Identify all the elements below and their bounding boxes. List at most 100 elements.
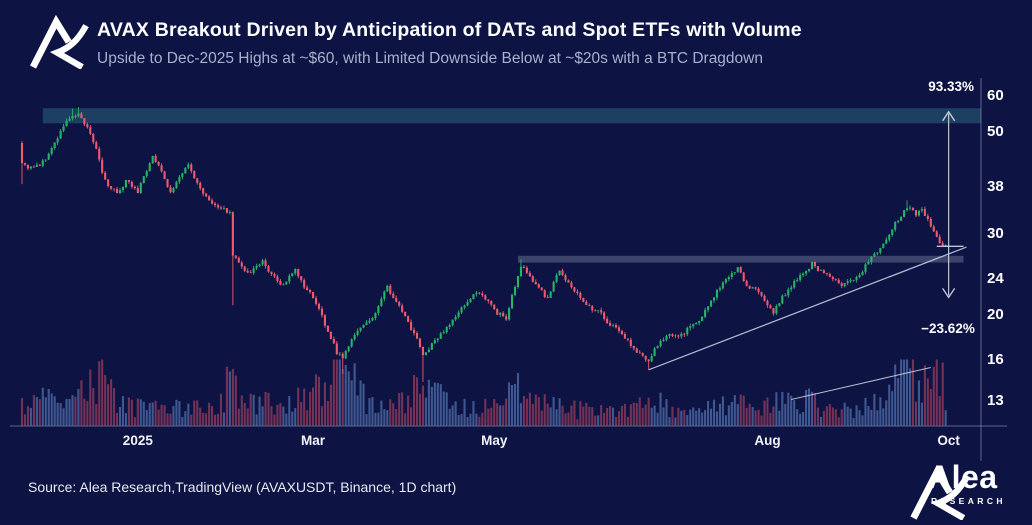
candle-body: [148, 163, 151, 172]
volume-bar: [47, 388, 50, 426]
volume-bar: [588, 406, 591, 426]
volume-bar: [460, 414, 463, 426]
candle-body: [709, 300, 713, 307]
candle-body: [490, 300, 493, 305]
candle-body: [736, 267, 739, 273]
volume-bar: [139, 399, 142, 426]
candle-body: [870, 256, 873, 263]
candle-wick: [128, 179, 130, 184]
volume-bar: [600, 405, 603, 426]
candle-body: [436, 338, 439, 341]
volume-bar: [861, 415, 864, 426]
candle-body: [320, 308, 324, 316]
volume-bar: [709, 408, 713, 426]
volume-bar: [493, 399, 496, 426]
candle-body: [594, 310, 597, 311]
volume-bar: [121, 396, 125, 426]
volume-bar: [389, 399, 392, 426]
volume-bar: [558, 398, 561, 426]
volume-bar: [751, 407, 754, 426]
volume-bar: [115, 412, 119, 426]
candle-body: [130, 181, 133, 187]
volume-bar: [95, 404, 98, 426]
x-axis-label-mar: Mar: [301, 433, 326, 448]
candle-body: [819, 270, 822, 271]
candle-body: [202, 188, 205, 194]
candle-body: [558, 270, 561, 276]
volume-bar: [502, 405, 505, 426]
candle-body: [454, 316, 457, 320]
candle-body: [867, 262, 870, 265]
candle-body: [763, 295, 766, 301]
candle-body: [561, 270, 564, 276]
volume-bar: [540, 410, 543, 426]
volume-bar: [481, 412, 484, 426]
volume-bar: [32, 395, 35, 426]
candle-body: [879, 247, 882, 253]
volume-bar: [707, 400, 710, 426]
candle-body: [603, 312, 606, 319]
candle-body: [427, 349, 430, 353]
candle-body: [228, 212, 231, 213]
candle-body: [139, 182, 142, 194]
candle-body: [567, 280, 570, 283]
volume-bar: [718, 403, 721, 426]
candle-body: [225, 208, 228, 213]
volume-bar: [906, 359, 909, 426]
volume-bar: [926, 378, 929, 426]
volume-bar: [457, 414, 460, 426]
volume-bar: [567, 412, 570, 426]
volume-bar: [83, 398, 86, 426]
candle-wick: [784, 293, 786, 297]
volume-bar: [727, 405, 730, 426]
candle-body: [481, 293, 484, 296]
candle-body: [222, 208, 226, 209]
volume-bar: [799, 413, 802, 426]
volume-bar: [246, 408, 249, 426]
volume-bar: [178, 401, 181, 426]
candle-body: [721, 282, 724, 289]
candle-body: [911, 207, 915, 211]
volume-bar: [766, 397, 769, 426]
volume-bar: [282, 406, 285, 426]
candle-body: [695, 322, 698, 325]
volume-bar: [98, 361, 101, 426]
volume-bar: [564, 413, 567, 426]
major-resistance-zone: [42, 108, 982, 124]
candle-wick: [36, 162, 38, 167]
candle-body: [26, 164, 29, 169]
candle-body: [632, 345, 635, 349]
candle-body: [897, 220, 900, 223]
candle-body: [484, 295, 487, 300]
candle-body: [41, 160, 44, 166]
y-tick-label: 60: [987, 86, 1004, 104]
volume-bar: [784, 403, 787, 426]
candle-body: [606, 318, 609, 324]
volume-bar: [528, 392, 531, 426]
volume-bar: [163, 405, 166, 426]
volume-bar: [74, 396, 77, 426]
volume-bar: [513, 383, 517, 426]
candle-body: [475, 292, 478, 295]
volume-bar: [270, 406, 273, 426]
candle-body: [216, 205, 220, 208]
volume-bar: [92, 388, 95, 426]
candle-body: [415, 333, 419, 339]
candle-body: [190, 164, 193, 172]
candle-body: [398, 301, 401, 306]
candle-body: [377, 306, 380, 314]
candle-body: [270, 271, 273, 275]
volume-bar: [312, 387, 315, 426]
candle-body: [757, 288, 760, 293]
volume-bar: [113, 387, 116, 426]
volume-bar: [626, 416, 629, 426]
candle-body: [300, 276, 303, 281]
candle-body: [793, 280, 796, 288]
volume-bar: [585, 402, 588, 426]
candle-body: [175, 181, 178, 189]
volume-bar: [802, 411, 805, 426]
candle-body: [778, 303, 781, 306]
volume-bar: [849, 408, 852, 426]
candle-body: [196, 178, 199, 183]
volume-bar: [519, 403, 523, 426]
